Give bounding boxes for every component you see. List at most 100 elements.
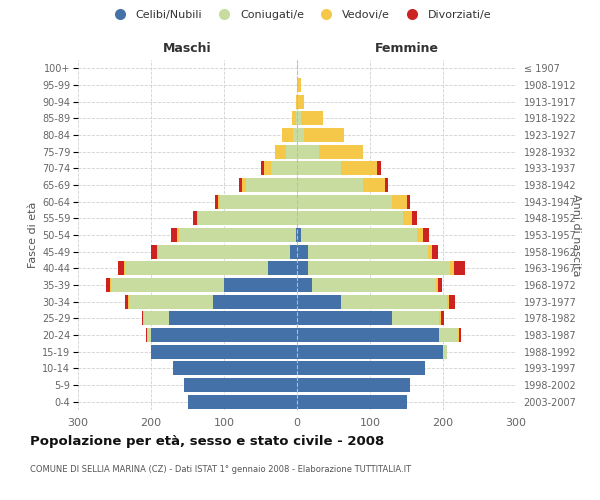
Bar [308,244,428,259]
Bar [297,162,341,175]
Bar [458,328,459,342]
Bar [308,261,451,276]
Bar [128,294,129,308]
Bar [297,228,301,242]
Bar [403,211,412,226]
Bar [111,278,224,292]
Bar [439,328,458,342]
Bar [297,344,443,359]
Bar [436,278,438,292]
Bar [173,361,297,376]
Bar [296,94,297,109]
Bar [271,162,297,175]
Bar [311,278,436,292]
Bar [220,194,297,209]
Bar [264,162,271,175]
Bar [418,228,423,242]
Bar [297,94,304,109]
Bar [213,294,297,308]
Bar [451,261,454,276]
Bar [177,228,179,242]
Bar [144,311,169,326]
Bar [443,344,446,359]
Bar [146,328,148,342]
Bar [297,178,363,192]
Bar [304,128,344,142]
Bar [297,211,403,226]
Bar [268,261,297,276]
Y-axis label: Fasce di età: Fasce di età [28,202,38,268]
Bar [224,278,297,292]
Bar [283,128,293,142]
Bar [297,128,304,142]
Bar [296,112,297,126]
Bar [179,228,296,242]
Bar [199,211,297,226]
Bar [449,294,455,308]
Bar [297,294,341,308]
Bar [297,112,301,126]
Bar [428,244,432,259]
Bar [218,194,220,209]
Bar [143,311,144,326]
Text: COMUNE DI SELLIA MARINA (CZ) - Dati ISTAT 1° gennaio 2008 - Elaborazione TUTTITA: COMUNE DI SELLIA MARINA (CZ) - Dati ISTA… [30,465,411,474]
Bar [151,328,297,342]
Bar [242,178,246,192]
Bar [297,144,319,159]
Legend: Celibi/Nubili, Coniugati/e, Vedovi/e, Divorziati/e: Celibi/Nubili, Coniugati/e, Vedovi/e, Di… [104,6,496,25]
Bar [129,294,213,308]
Bar [125,294,128,308]
Bar [197,211,199,226]
Bar [297,194,392,209]
Bar [319,144,363,159]
Bar [385,178,388,192]
Bar [215,194,218,209]
Bar [239,178,242,192]
Bar [438,278,442,292]
Bar [148,328,151,342]
Bar [297,394,407,409]
Bar [106,278,110,292]
Bar [157,244,158,259]
Bar [439,311,441,326]
Bar [341,162,377,175]
Bar [297,278,311,292]
Bar [193,211,197,226]
Bar [423,228,429,242]
Bar [301,228,418,242]
Bar [392,194,407,209]
Bar [341,294,446,308]
Bar [377,162,381,175]
Bar [290,244,297,259]
Bar [446,344,448,359]
Bar [142,311,143,326]
Bar [158,244,290,259]
Bar [392,311,439,326]
Bar [412,211,418,226]
Bar [432,244,438,259]
Bar [297,244,308,259]
Bar [125,261,268,276]
Bar [454,261,465,276]
Bar [184,378,297,392]
Bar [407,194,410,209]
Bar [301,112,323,126]
Bar [260,162,264,175]
Bar [297,261,308,276]
Bar [441,311,445,326]
Bar [172,228,177,242]
Bar [286,144,297,159]
Bar [363,178,385,192]
Bar [124,261,125,276]
Text: Maschi: Maschi [163,42,212,55]
Bar [297,378,410,392]
Bar [151,344,297,359]
Bar [297,328,439,342]
Bar [118,261,124,276]
Bar [292,112,296,126]
Bar [293,128,297,142]
Bar [188,394,297,409]
Bar [297,78,301,92]
Bar [459,328,461,342]
Bar [297,361,425,376]
